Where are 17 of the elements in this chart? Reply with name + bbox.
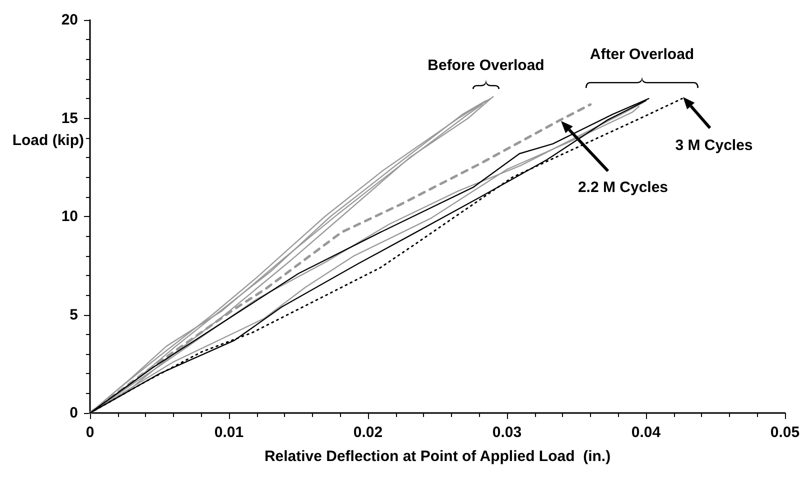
x-tick-label: 0.01 [214, 424, 244, 441]
annotation: 3 M Cycles [675, 136, 753, 154]
x-tick-label: 0.05 [770, 424, 800, 441]
annotation: 2.2 M Cycles [578, 178, 668, 196]
y-tick-label: 0 [70, 404, 78, 422]
y-tick-label: 15 [61, 110, 78, 127]
x-tick-label: 0.03 [492, 424, 522, 441]
y-tick-label: 20 [61, 12, 78, 28]
y-tick-label: 10 [61, 208, 78, 225]
x-tick-label: 0 [86, 424, 94, 441]
x-tick-label: 0.02 [353, 424, 383, 441]
y-axis-title: Load (kip) [12, 132, 84, 149]
x-axis-title: Relative Deflection at Point of Applied Load (in.) [264, 448, 611, 465]
annotation: After Overload [590, 46, 694, 63]
x-tick-label: 0.04 [631, 424, 662, 441]
annotation: Before Overload [428, 56, 544, 74]
y-tick-label: 5 [70, 306, 78, 324]
